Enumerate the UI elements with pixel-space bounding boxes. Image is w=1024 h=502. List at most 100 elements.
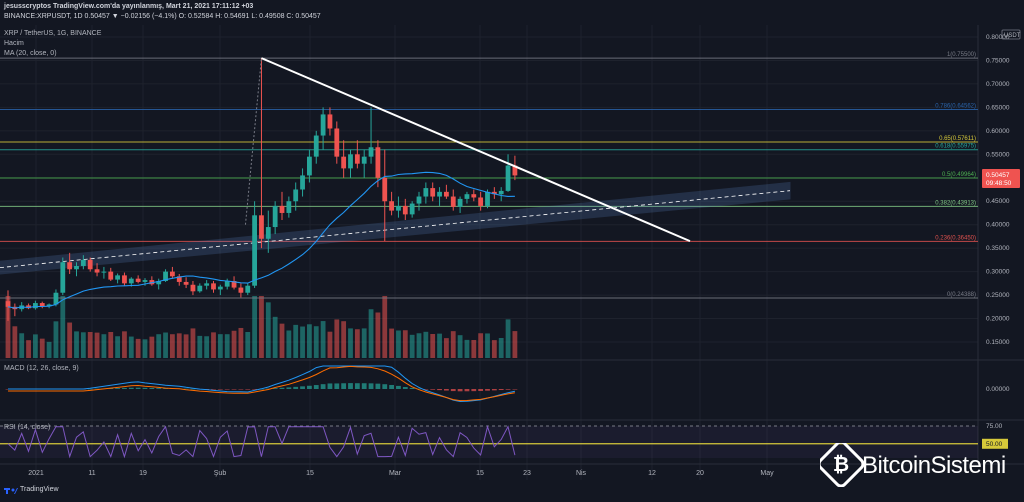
price-tick-label: 0.15000 <box>986 339 1010 346</box>
volume-bar <box>87 332 93 358</box>
price-tick-label: 0.65000 <box>986 104 1010 111</box>
candle <box>252 215 257 286</box>
volume-bar <box>354 329 360 358</box>
rsi-label: RSI (14, close) <box>4 424 51 431</box>
fib-level-label: 0(0.24388) <box>947 292 976 298</box>
volume-bar <box>94 332 100 358</box>
macd-histogram-bar <box>505 389 511 390</box>
candle <box>238 287 244 293</box>
candle <box>334 128 340 157</box>
volume-bar <box>156 334 162 358</box>
macd-histogram-bar <box>245 389 251 390</box>
candle <box>33 303 38 309</box>
volume-bar <box>457 335 463 358</box>
candle <box>231 281 237 288</box>
bitcoin-sistemi-logo: ₿ <box>820 443 865 487</box>
volume-bar <box>348 328 353 358</box>
time-tick-label: 15 <box>306 470 314 477</box>
candle <box>423 188 429 197</box>
macd-histogram-bar <box>279 387 285 389</box>
volume-bar <box>382 296 388 358</box>
volume-bar <box>444 338 449 358</box>
volume-bar <box>135 338 141 358</box>
volume-bar <box>409 334 415 358</box>
macd-histogram-bar <box>491 389 497 391</box>
candle <box>457 198 463 207</box>
signal-line <box>8 365 515 402</box>
candle <box>430 188 436 197</box>
macd-histogram-bar <box>464 389 470 392</box>
candle <box>313 135 319 157</box>
candle <box>80 259 86 266</box>
macd-histogram-bar <box>512 389 518 390</box>
candle <box>115 275 120 280</box>
macd-histogram-bar <box>334 383 340 389</box>
candlestick-series <box>5 58 518 321</box>
rsi-panel <box>0 424 978 459</box>
candle <box>396 205 401 211</box>
candle <box>409 203 415 215</box>
volume-bar <box>430 334 436 358</box>
candle <box>156 281 162 285</box>
fib-level-label: 0.618(0.55975) <box>935 144 976 150</box>
candle <box>505 165 511 191</box>
candle <box>101 271 107 273</box>
candle <box>382 177 388 202</box>
macd-histogram-bar <box>416 388 422 390</box>
macd-histogram-bar <box>341 383 347 389</box>
tradingview-icon <box>4 488 18 494</box>
macd-histogram-bar <box>272 388 278 389</box>
macd-histogram-bar <box>211 389 216 390</box>
volume-bar <box>80 332 86 358</box>
macd-histogram-bar <box>485 389 490 391</box>
macd-histogram-bar <box>300 386 305 389</box>
trend-channel <box>0 181 791 275</box>
macd-histogram-bar <box>87 388 93 390</box>
candle <box>437 191 442 197</box>
volume-bar <box>252 296 257 358</box>
macd-histogram-bar <box>307 385 312 389</box>
volume-bar <box>39 338 45 358</box>
volume-bar <box>259 296 264 358</box>
candle <box>320 114 326 136</box>
macd-histogram-bar <box>396 385 401 389</box>
candle <box>491 191 497 195</box>
volume-bar <box>368 309 374 358</box>
price-tick-label: 0.75000 <box>986 57 1010 64</box>
volume-bar <box>389 328 394 358</box>
brand-label: BitcoinSistemi <box>862 452 1006 479</box>
ma-label: MA (20, close, 0) <box>4 50 57 57</box>
volume-bar <box>122 331 127 358</box>
macd-histogram-bar <box>450 389 456 392</box>
macd-histogram-bar <box>361 383 367 389</box>
macd-histogram-bar <box>135 387 141 389</box>
volume-bar <box>231 330 237 358</box>
candle <box>450 196 456 207</box>
volume-bar <box>471 340 477 358</box>
volume-bar <box>19 333 25 358</box>
candle <box>190 284 196 292</box>
time-tick-label: 15 <box>476 470 484 477</box>
candle <box>361 156 367 164</box>
fib-level-label: 1(0.75500) <box>947 52 976 58</box>
volume-bar <box>128 336 134 358</box>
fib-level-label: 0.5(0.49964) <box>942 172 976 178</box>
currency-label: USDT <box>1004 33 1021 39</box>
candle <box>259 215 264 239</box>
time-tick-label: Mar <box>389 470 402 477</box>
macd-histogram-bar <box>231 389 237 390</box>
volume-bar <box>279 323 285 358</box>
macd-histogram-bar <box>122 387 127 389</box>
price-tick-label: 0.35000 <box>986 245 1010 252</box>
candle <box>197 285 203 292</box>
volume-bar <box>341 321 347 358</box>
candle <box>87 259 93 270</box>
price-tick-label: 0.60000 <box>986 128 1010 135</box>
candle <box>272 205 278 228</box>
candle <box>204 283 210 286</box>
candle <box>74 265 79 270</box>
volume-bar <box>26 340 31 358</box>
candle <box>307 156 312 176</box>
current-price-label: 0.50457 <box>986 172 1010 179</box>
